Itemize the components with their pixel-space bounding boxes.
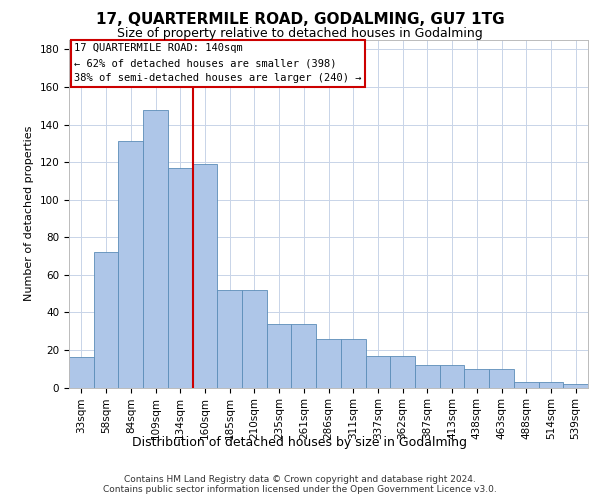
- Bar: [267, 324, 292, 388]
- Bar: [415, 365, 440, 388]
- Bar: [217, 290, 242, 388]
- Bar: [341, 338, 365, 388]
- Y-axis label: Number of detached properties: Number of detached properties: [24, 126, 34, 302]
- Bar: [316, 338, 341, 388]
- Bar: [365, 356, 390, 388]
- Bar: [168, 168, 193, 388]
- Bar: [193, 164, 217, 388]
- Bar: [440, 365, 464, 388]
- Text: 17 QUARTERMILE ROAD: 140sqm
← 62% of detached houses are smaller (398)
38% of se: 17 QUARTERMILE ROAD: 140sqm ← 62% of det…: [74, 44, 362, 83]
- Bar: [118, 142, 143, 388]
- Bar: [94, 252, 118, 388]
- Bar: [292, 324, 316, 388]
- Bar: [563, 384, 588, 388]
- Text: Contains public sector information licensed under the Open Government Licence v3: Contains public sector information licen…: [103, 484, 497, 494]
- Bar: [539, 382, 563, 388]
- Text: Distribution of detached houses by size in Godalming: Distribution of detached houses by size …: [133, 436, 467, 449]
- Bar: [390, 356, 415, 388]
- Bar: [514, 382, 539, 388]
- Bar: [143, 110, 168, 388]
- Text: 17, QUARTERMILE ROAD, GODALMING, GU7 1TG: 17, QUARTERMILE ROAD, GODALMING, GU7 1TG: [95, 12, 505, 28]
- Bar: [69, 358, 94, 388]
- Text: Size of property relative to detached houses in Godalming: Size of property relative to detached ho…: [117, 28, 483, 40]
- Bar: [242, 290, 267, 388]
- Bar: [464, 368, 489, 388]
- Bar: [489, 368, 514, 388]
- Text: Contains HM Land Registry data © Crown copyright and database right 2024.: Contains HM Land Registry data © Crown c…: [124, 474, 476, 484]
